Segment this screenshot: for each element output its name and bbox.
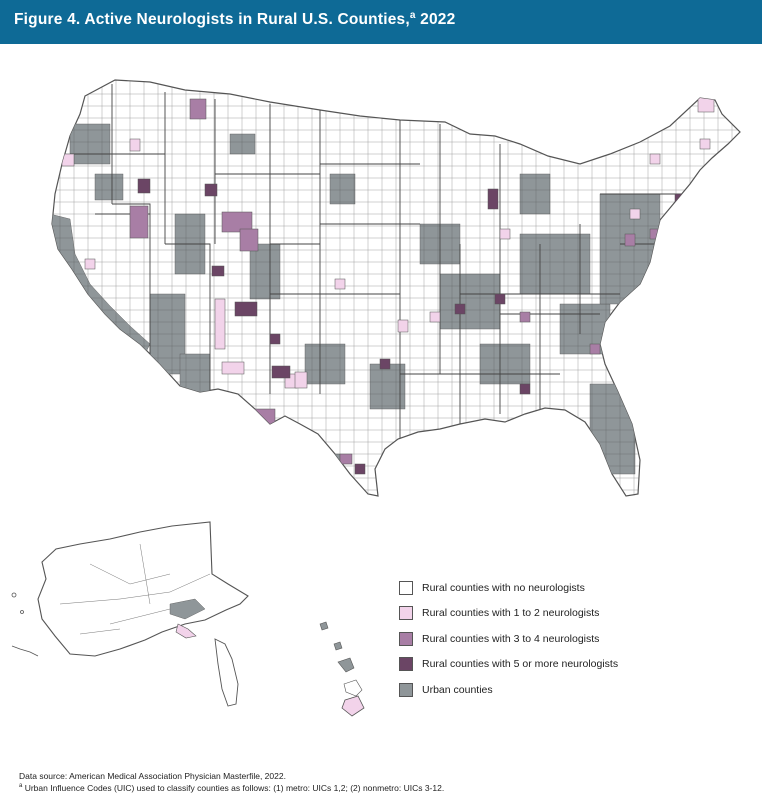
legend-swatch-three-four (399, 631, 413, 646)
alaska (11, 521, 249, 707)
legend-label: Rural counties with 1 to 2 neurologists (422, 607, 600, 620)
legend-swatch-urban (399, 682, 413, 697)
data-source-note: Data source: American Medical Associatio… (19, 771, 286, 781)
legend-swatch-one-two (399, 606, 413, 621)
contiguous-us (51, 79, 741, 497)
legend-label: Rural counties with 5 or more neurologis… (422, 658, 619, 671)
legend-swatch-five-plus (399, 657, 413, 672)
legend-item-three-four: Rural counties with 3 to 4 neurologists (399, 626, 699, 652)
legend-swatch-none (399, 580, 413, 595)
legend-item-five-plus: Rural counties with 5 or more neurologis… (399, 652, 699, 678)
hawaii (319, 621, 365, 717)
legend-label: Rural counties with no neurologists (422, 581, 585, 594)
legend-item-urban: Urban counties (399, 677, 699, 703)
legend-label: Urban counties (422, 683, 493, 696)
figure-title: Figure 4. Active Neurologists in Rural U… (14, 9, 456, 28)
figure-header: Figure 4. Active Neurologists in Rural U… (0, 0, 762, 44)
county-map (11, 79, 741, 717)
uic-note: a Urban Influence Codes (UIC) used to cl… (19, 783, 445, 793)
map-legend: Rural counties with no neurologists Rura… (399, 575, 699, 703)
footnotes: Data source: American Medical Associatio… (19, 770, 749, 794)
legend-item-none: Rural counties with no neurologists (399, 575, 699, 601)
legend-item-one-two: Rural counties with 1 to 2 neurologists (399, 601, 699, 627)
legend-label: Rural counties with 3 to 4 neurologists (422, 632, 600, 645)
